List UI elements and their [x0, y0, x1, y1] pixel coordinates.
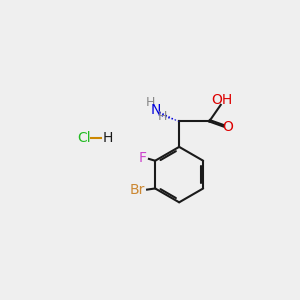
Text: F: F — [139, 152, 147, 165]
Text: Br: Br — [130, 183, 145, 196]
Text: N: N — [151, 103, 161, 117]
Text: O: O — [223, 120, 234, 134]
Text: H: H — [146, 97, 155, 110]
Text: H: H — [102, 130, 113, 145]
Text: Cl: Cl — [78, 130, 91, 145]
Text: H: H — [158, 110, 167, 123]
Text: OH: OH — [211, 93, 232, 107]
